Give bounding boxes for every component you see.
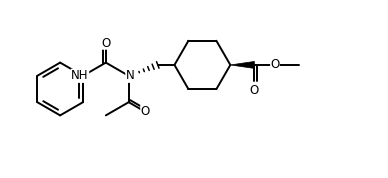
Polygon shape	[230, 61, 255, 68]
Text: O: O	[101, 37, 111, 50]
Text: NH: NH	[71, 69, 88, 82]
Text: O: O	[250, 83, 259, 97]
Text: O: O	[270, 58, 280, 71]
Text: N: N	[126, 69, 135, 82]
Text: O: O	[140, 105, 149, 118]
